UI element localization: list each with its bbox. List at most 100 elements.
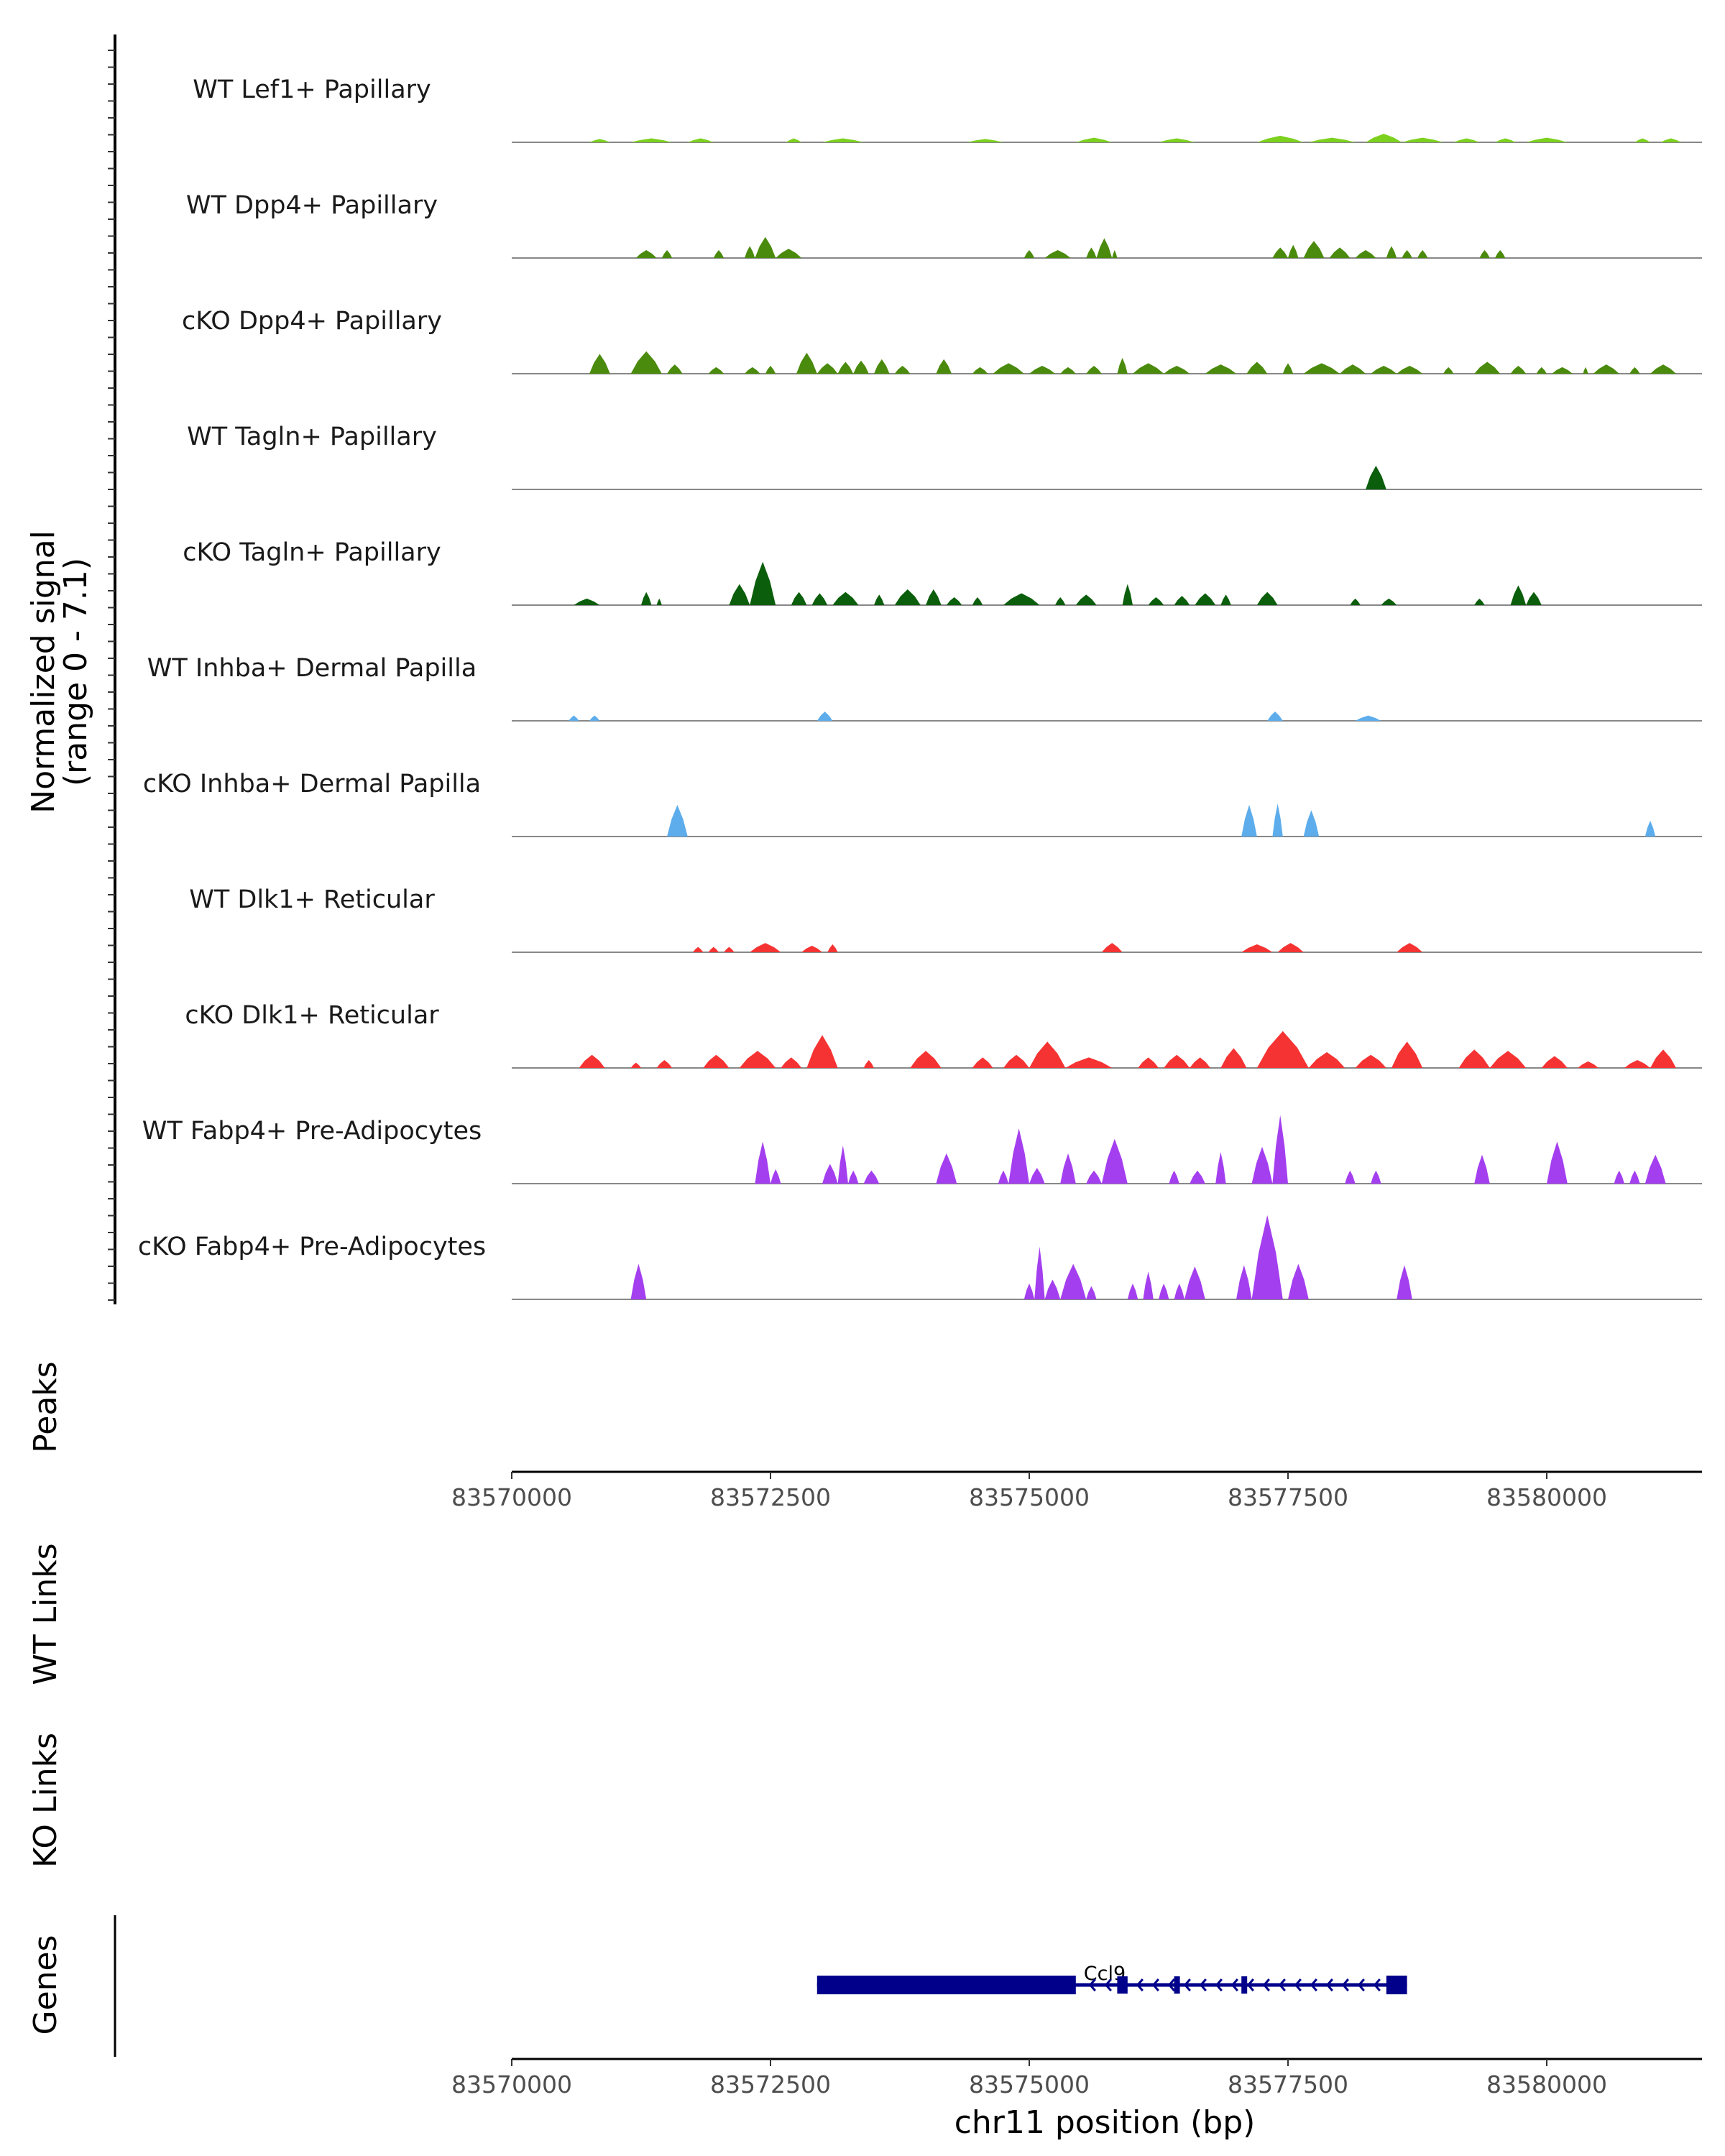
signal-peak [589,354,610,374]
strand-arrow [1373,1978,1381,1991]
signal-peak [1241,944,1273,952]
track-5: cKO Tagln+ Papillary [183,538,1702,606]
signal-peak [1086,1170,1102,1184]
signal-peak [1003,1054,1029,1068]
signal-peak [1355,1054,1386,1068]
signal-peak [574,598,600,605]
signal-peak [1583,367,1588,374]
track-label: cKO Dlk1+ Reticular [185,1001,439,1030]
signal-peak [630,1062,641,1068]
signal-peak [1174,1284,1184,1299]
track-4: WT Tagln+ Papillary [187,423,1702,490]
signal-peak [1371,366,1397,374]
signal-peak [1479,250,1490,258]
signal-peak [1044,250,1071,258]
track-label: cKO Fabp4+ Pre-Adipocytes [138,1233,486,1261]
signal-peak [1272,1115,1288,1184]
ko-links-track-label: KO Links [27,1733,64,1868]
signal-peak [1402,250,1412,258]
x-tick-label: 83572500 [710,1483,831,1511]
signal-peak [1024,250,1035,258]
strand-arrow [1325,1978,1333,1991]
signal-peak [1397,366,1423,374]
strand-arrow [1278,1978,1286,1991]
signal-peak [770,1169,781,1184]
signal-peak [1277,943,1304,952]
signal-peak [1246,361,1268,374]
signal-peak [1644,821,1656,837]
signal-peak [806,1035,838,1068]
track-label: WT Lef1+ Papillary [193,75,431,104]
strand-arrow [1136,1978,1144,1991]
track-label: cKO Tagln+ Papillary [183,538,441,567]
signal-peak [1112,250,1118,258]
signal-peak [1634,138,1650,142]
signal-peak [946,597,962,605]
signal-peak [1044,1279,1061,1299]
signal-peak [589,715,600,721]
signal-peak [910,1051,942,1068]
x-tick-label: 83570000 [451,1483,572,1511]
signal-peak [936,1153,957,1184]
signal-peak [1355,250,1376,258]
strand-arrow [1357,1978,1365,1991]
strand-arrow [1167,1978,1175,1991]
signal-peak [786,138,802,142]
x-tick-label: 83580000 [1486,2070,1607,2099]
signal-peak [1386,246,1397,258]
signal-peak [1308,1052,1346,1068]
strand-arrow [1104,1978,1112,1991]
signal-peak [1510,585,1527,605]
signal-peak [863,1170,880,1184]
signal-peak [1029,1041,1066,1068]
signal-peak [837,361,854,374]
signal-peak [1474,361,1501,374]
signal-peak [967,139,1003,142]
track-label: cKO Dpp4+ Papillary [182,307,442,336]
signal-peak [1086,366,1102,374]
signal-peak [1624,1060,1650,1068]
signal-peak [1458,1049,1490,1068]
x-tick-label: 83575000 [969,1483,1090,1511]
signal-peak [1055,597,1066,605]
signal-peak [1003,593,1040,605]
signal-peak [1117,358,1128,374]
signal-peak [755,236,776,258]
signal-peak [1190,1057,1210,1068]
coverage-tracks: WT Lef1+ Papillary WT Dpp4+ Papillary cKO … [138,75,1702,1300]
signal-peak [1272,247,1288,258]
signal-peak [801,945,822,952]
signal-peak [1355,715,1381,721]
signal-peak [750,943,781,952]
signal-peak [1578,1061,1598,1068]
signal-peak [1495,250,1506,258]
signal-peak [972,367,988,374]
signal-peak [1075,594,1097,605]
signal-peak [1169,1170,1179,1184]
signal-peak [1303,810,1320,837]
signal-peak [1251,1215,1283,1299]
signal-peak [1443,367,1454,374]
signal-peak [1397,1265,1412,1299]
track-label: cKO Inhba+ Dermal Papilla [143,770,481,798]
signal-peak [1303,241,1325,258]
signal-peak [755,1141,770,1184]
signal-peak [1096,238,1113,258]
x-tick-label: 83570000 [451,2070,572,2099]
signal-peak [1267,711,1283,721]
signal-peak [894,366,911,374]
signal-peak [972,1057,993,1068]
signal-peak [1241,805,1257,837]
signal-peak [708,946,719,952]
signal-peak [1397,943,1423,952]
signal-peak [661,250,673,258]
signal-peak [874,594,885,605]
x-tick-label: 83577500 [1228,1483,1348,1511]
signal-peak [1034,1246,1045,1299]
wt-links-track-label: WT Links [27,1543,64,1685]
strand-arrow [1151,1978,1159,1991]
gene-exon [1386,1976,1407,1994]
signal-peak [1366,134,1402,142]
signal-peak [998,1170,1009,1184]
